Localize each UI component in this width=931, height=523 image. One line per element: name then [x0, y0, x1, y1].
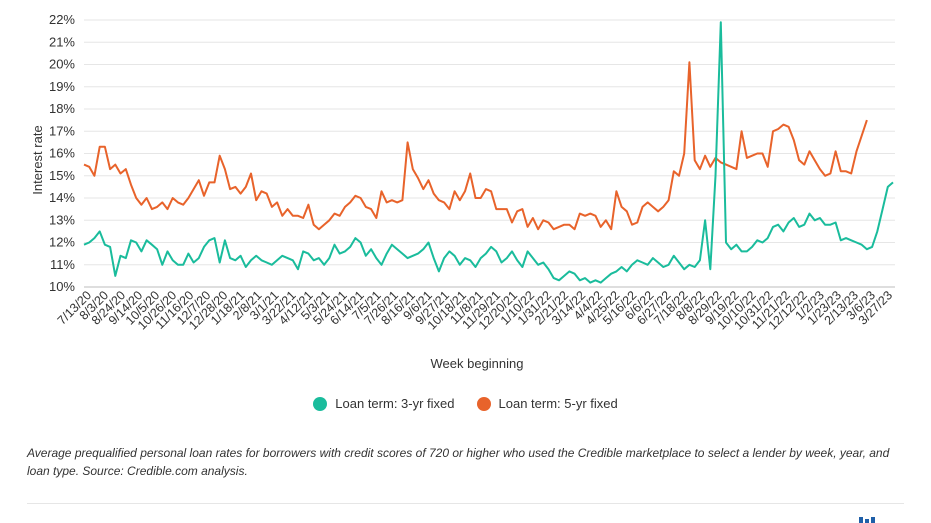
legend-label-5yr: Loan term: 5-yr fixed	[498, 396, 618, 411]
x-axis-ticks: 7/13/208/3/208/24/209/14/2010/5/2010/26/…	[55, 288, 895, 332]
series-lines	[83, 21, 894, 284]
y-tick-label: 18%	[49, 101, 75, 116]
y-axis-ticks: 10% 11% 12% 13% 14% 15% 16% 17% 18% 19% 20% 21% 22%	[49, 12, 75, 294]
y-tick-label: 22%	[49, 12, 75, 27]
y-tick-label: 13%	[49, 212, 75, 227]
y-tick-label: 17%	[49, 123, 75, 138]
y-tick-label: 21%	[49, 34, 75, 49]
legend-swatch-3yr	[313, 396, 328, 411]
legend-item-5yr[interactable]: Loan term: 5-yr fixed	[476, 396, 618, 411]
y-tick-label: 12%	[49, 235, 75, 250]
series-line-3yr	[83, 21, 894, 284]
legend-label-3yr: Loan term: 3-yr fixed	[335, 396, 455, 411]
y-tick-label: 20%	[49, 57, 75, 72]
line-chart: 10%11%12%13%14%15%16%17%18%19%20%21%22% …	[30, 12, 895, 371]
y-tick-label: 14%	[49, 190, 75, 205]
legend-swatch-5yr	[476, 396, 491, 411]
legend-item-3yr[interactable]: Loan term: 3-yr fixed	[313, 396, 455, 411]
y-axis-title: Interest rate	[30, 125, 45, 194]
legend: Loan term: 3-yr fixed Loan term: 5-yr fi…	[0, 396, 931, 411]
x-axis-title: Week beginning	[431, 356, 524, 371]
y-tick-label: 15%	[49, 168, 75, 183]
y-tick-label: 16%	[49, 146, 75, 161]
y-tick-label: 19%	[49, 79, 75, 94]
divider	[27, 503, 904, 504]
series-line-5yr	[83, 61, 868, 231]
chart-caption: Average prequalified personal loan rates…	[27, 446, 890, 478]
y-tick-label: 11%	[50, 257, 75, 272]
y-tick-label: 10%	[49, 279, 75, 294]
brand-logo-icon	[859, 517, 875, 523]
gridlines	[84, 19, 895, 288]
